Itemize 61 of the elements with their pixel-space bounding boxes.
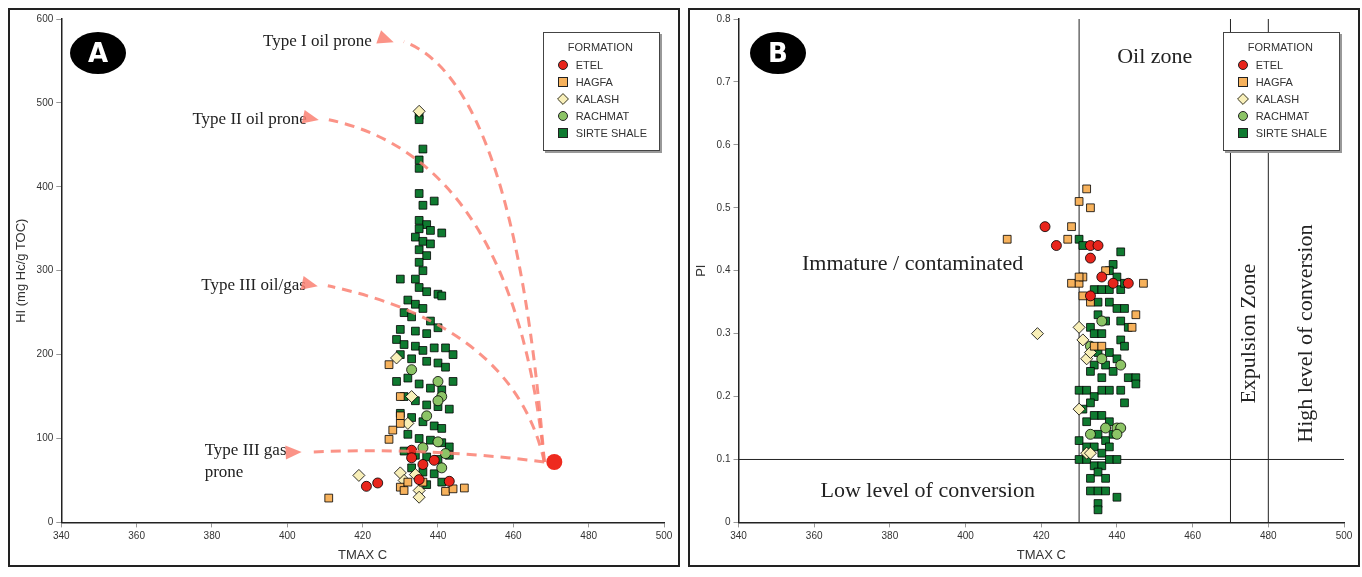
annotation: B	[750, 32, 806, 74]
legend-label: HAGFA	[1255, 76, 1293, 88]
legend-label: HAGFA	[575, 76, 613, 88]
annotation: Low level of conversion	[820, 476, 1035, 502]
annotation: A	[70, 32, 126, 74]
x-tick-label: 440	[1108, 530, 1126, 542]
y-tick-label: 0.7	[716, 75, 731, 87]
y-tick-label: 100	[36, 432, 54, 444]
y-tick-label: 0.1	[716, 453, 731, 465]
x-tick-label: 500	[655, 530, 673, 542]
annotation: Type II oil prone	[192, 109, 307, 129]
x-tick-label: 380	[881, 530, 899, 542]
y-tick-label: 0	[47, 516, 54, 528]
y-tick-label: 600	[36, 12, 54, 24]
y-tick-label: 0	[724, 516, 731, 528]
y-axis-title: PI	[693, 264, 709, 277]
x-axis-title: TMAX C	[1016, 546, 1066, 562]
y-tick-label: 500	[36, 96, 54, 108]
legend-label: SIRTE SHALE	[1255, 127, 1327, 139]
y-tick-label: 0.4	[716, 264, 731, 276]
annotation: Expulsion Zone	[1235, 263, 1261, 404]
annotation: Type III oil/gas	[201, 275, 306, 295]
x-tick-label: 380	[203, 530, 221, 542]
annotation: High level of conversion	[1291, 224, 1317, 443]
annotation: Immature / contaminated	[802, 250, 1024, 276]
x-tick-label: 420	[1032, 530, 1051, 542]
x-axis-title: TMAX C	[338, 546, 388, 562]
x-tick-label: 420	[354, 530, 372, 542]
x-tick-label: 460	[1184, 530, 1202, 542]
x-tick-label: 360	[805, 530, 823, 542]
annotation: Oil zone	[1117, 42, 1193, 68]
annotation: Type III gas prone	[204, 440, 287, 482]
y-tick-label: 0.5	[716, 201, 731, 213]
x-tick-label: 400	[278, 530, 297, 542]
y-tick-label: 400	[36, 180, 54, 192]
x-tick-label: 480	[1259, 530, 1278, 542]
legend-label: RACHMAT	[575, 110, 630, 122]
x-tick-label: 440	[429, 530, 447, 542]
y-tick-label: 0.8	[716, 12, 731, 24]
legend-label: SIRTE SHALE	[575, 127, 647, 139]
x-tick-label: 500	[1335, 530, 1353, 542]
legend-label: KALASH	[1255, 93, 1300, 105]
x-tick-label: 360	[128, 530, 146, 542]
y-tick-label: 200	[36, 348, 54, 360]
y-tick-label: 300	[36, 264, 54, 276]
y-tick-label: 0.6	[716, 138, 731, 150]
y-axis-title: HI (mg Hc/g TOC)	[13, 218, 29, 323]
x-tick-label: 460	[504, 530, 523, 542]
x-tick-label: 400	[957, 530, 975, 542]
x-tick-label: 480	[580, 530, 598, 542]
legend-title: FORMATION	[1247, 41, 1314, 53]
x-tick-label: 340	[52, 530, 71, 542]
legend-title: FORMATION	[567, 41, 634, 53]
x-tick-label: 340	[730, 530, 748, 542]
legend-label: RACHMAT	[1255, 110, 1310, 122]
annotation: Type I oil prone	[263, 31, 372, 51]
legend-label: ETEL	[575, 59, 604, 71]
legend-label: ETEL	[1255, 59, 1284, 71]
legend-label: KALASH	[575, 93, 620, 105]
y-tick-label: 0.2	[716, 390, 731, 402]
y-tick-label: 0.3	[716, 327, 731, 339]
